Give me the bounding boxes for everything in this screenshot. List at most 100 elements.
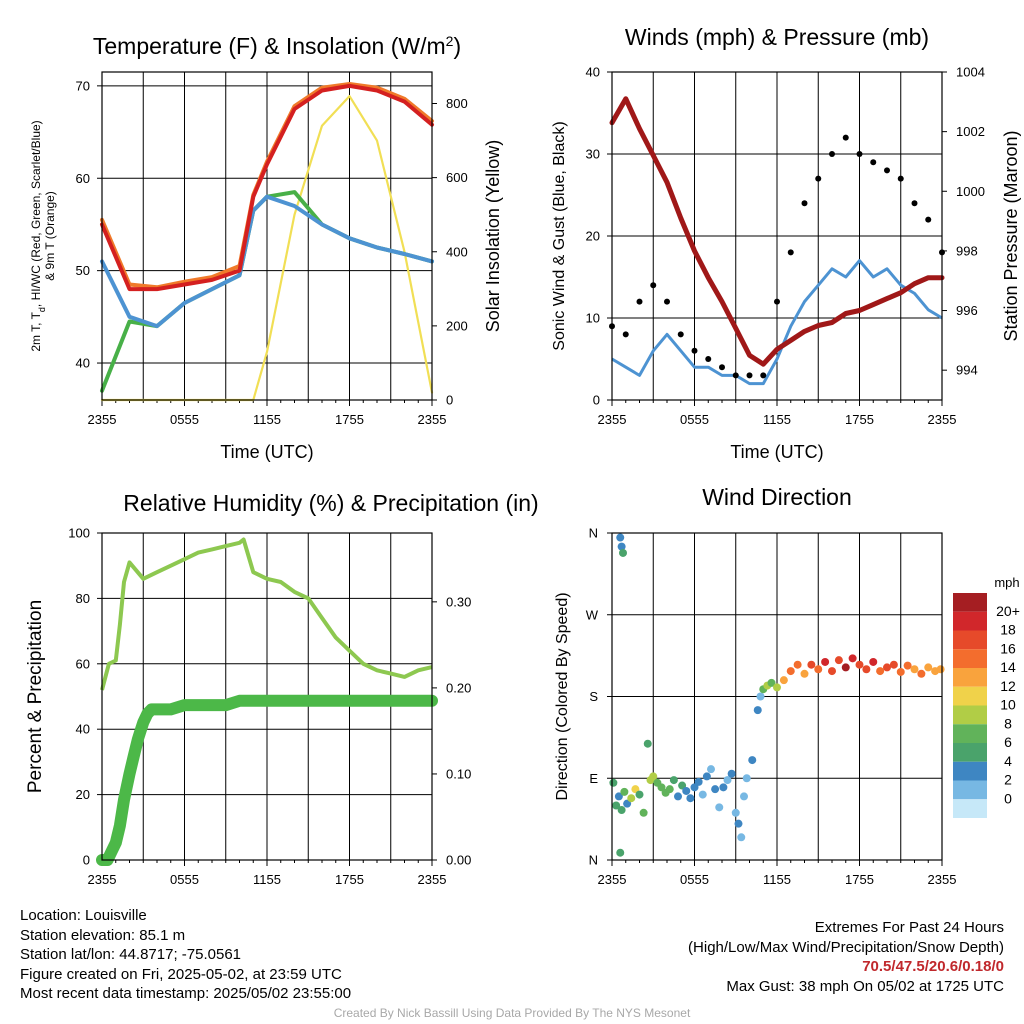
direction-point: [694, 777, 703, 786]
direction-ytick-label: E: [589, 771, 598, 786]
temperature-right-ytick-label: 400: [446, 244, 468, 259]
direction-point: [876, 667, 885, 676]
latlon-text: Station lat/lon: 44.8717; -75.0561: [20, 946, 242, 963]
direction-point: [936, 665, 945, 674]
winds-gust-point: [746, 372, 753, 379]
temperature-ytick-label: 50: [76, 263, 90, 278]
direction-point: [620, 787, 629, 796]
winds-gust-point: [856, 151, 863, 157]
winds-gust-point: [842, 134, 849, 141]
colorbar-swatch: [953, 724, 987, 743]
temperature-xtick-label: 0555: [170, 412, 199, 427]
colorbar-swatch: [953, 686, 987, 706]
direction-point: [715, 803, 724, 812]
colorbar-swatch: [953, 611, 987, 631]
direction-point: [889, 660, 898, 669]
winds-gust-point: [650, 282, 657, 289]
humidity-right-ytick-label: 0.20: [446, 680, 471, 695]
direction-point: [690, 783, 699, 792]
direction-point: [719, 783, 728, 792]
direction-point: [883, 663, 891, 672]
winds-xtick-label: 2355: [928, 412, 957, 427]
direction-point: [682, 786, 691, 795]
colorbar-label: 4: [1004, 753, 1012, 769]
winds-xtick-label: 0555: [680, 412, 709, 427]
extremes-panel: Extremes For Past 24 Hours (High/Low/Max…: [688, 918, 1004, 996]
direction-point: [702, 772, 711, 781]
direction-point: [698, 790, 707, 799]
winds-gust-point: [815, 175, 822, 182]
winds-gust-point: [911, 200, 918, 207]
direction-point: [669, 776, 678, 785]
direction-point: [723, 776, 732, 785]
direction-point: [903, 661, 912, 670]
extremes-values: 70.5/47.5/20.6/0.18/0: [862, 958, 1004, 975]
humidity-ytick-label: 20: [76, 787, 90, 802]
temperature-xtick-label: 2355: [88, 412, 117, 427]
direction-point: [711, 785, 720, 794]
humidity-right-ytick-label: 0.10: [446, 766, 471, 781]
temperature-red-series: [100, 83, 434, 292]
colorbar-swatch: [953, 705, 987, 725]
direction-point: [665, 785, 674, 794]
humidity-rh-series: [100, 537, 433, 691]
winds-gust-point: [897, 175, 904, 182]
winds-gust-point: [774, 298, 780, 305]
winds-gust-point: [719, 364, 725, 371]
temperature-right-ylabel: Solar Insolation (Yellow): [483, 140, 503, 332]
direction-point: [793, 660, 802, 669]
winds-right-ytick-label: 996: [956, 303, 978, 318]
winds-gust-point: [732, 372, 739, 379]
winds-gust-point: [787, 249, 794, 256]
temperature-right-ylabel-group: Solar Insolation (Yellow): [483, 140, 503, 332]
winds-gust-point: [870, 159, 877, 166]
direction-ytick-label: N: [589, 853, 598, 868]
direction-point: [649, 772, 658, 781]
winds-ytick-label: 10: [586, 311, 600, 326]
direction-ylabel: Direction (Colored By Speed): [554, 592, 571, 800]
winds-right-ylabel: Station Pressure (Maroon): [1001, 130, 1021, 341]
direction-point: [807, 660, 816, 669]
winds-pressure-series: [609, 96, 945, 367]
direction-point: [643, 739, 652, 748]
colorbar-swatch: [953, 668, 987, 687]
winds-xtick-label: 1755: [845, 412, 874, 427]
colorbar-label: 20+: [996, 603, 1020, 619]
humidity-border: [101, 532, 433, 861]
direction-point: [678, 781, 687, 790]
colorbar-swatch: [953, 593, 987, 612]
direction-xtick-label: 1755: [845, 872, 874, 887]
direction-point: [617, 542, 626, 551]
colorbar-swatch: [953, 780, 987, 800]
direction-point: [674, 792, 682, 801]
winds-gust-point: [677, 331, 684, 338]
direction-point: [612, 801, 621, 810]
direction-point: [828, 667, 836, 676]
temperature-right-ytick-label: 800: [446, 96, 468, 111]
colorbar-label: 12: [1000, 678, 1016, 694]
winds-gust-point: [884, 167, 890, 174]
winds-ytick-label: 20: [586, 229, 600, 244]
colorbar-label: 0: [1004, 790, 1012, 806]
temperature-ylabel-rest: , HI/WC (Red, Green, Scarlet/Blue): [29, 120, 43, 307]
direction-point: [869, 657, 878, 666]
humidity-ytick-label: 0: [83, 853, 90, 868]
direction-ytick-label: N: [589, 526, 598, 541]
humidity-ytick-label: 100: [68, 526, 90, 541]
location-text: Location: Louisville: [20, 907, 147, 924]
direction-point: [917, 669, 926, 678]
winds-ytick-label: 30: [586, 147, 600, 162]
direction-point: [848, 654, 857, 663]
winds-ylabel-group: Sonic Wind & Gust (Blue, Black): [551, 121, 568, 350]
direction-point: [862, 665, 871, 674]
direction-point: [767, 678, 776, 687]
extremes-title: Extremes For Past 24 Hours: [814, 919, 1004, 936]
humidity-right-ytick-label: 0.00: [446, 853, 471, 868]
direction-point: [814, 665, 823, 674]
direction-point: [742, 774, 751, 783]
colorbar-label: 10: [1000, 697, 1016, 713]
humidity-ytick-label: 80: [76, 591, 90, 606]
direction-point: [753, 706, 762, 715]
colorbar-swatch: [953, 630, 987, 650]
direction-point: [731, 808, 740, 817]
